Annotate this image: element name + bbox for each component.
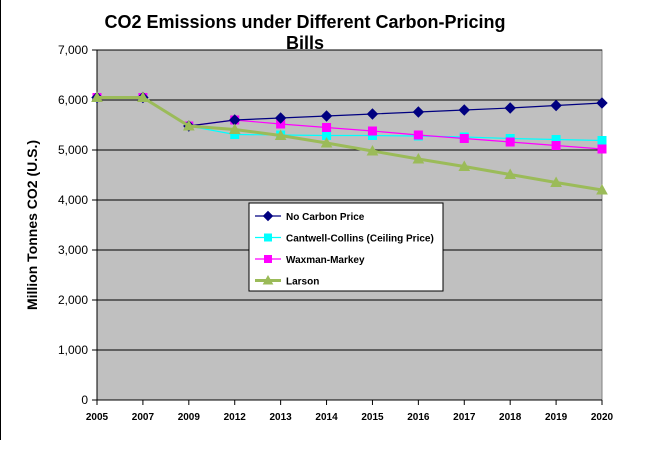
legend-swatch-marker bbox=[264, 255, 272, 263]
data-point bbox=[366, 108, 379, 120]
data-point bbox=[550, 99, 562, 112]
x-tick-label: 2015 bbox=[361, 412, 384, 423]
legend-swatch-marker bbox=[262, 210, 274, 222]
x-tick-label: 2017 bbox=[453, 412, 476, 423]
data-point bbox=[274, 129, 287, 140]
data-point bbox=[505, 137, 515, 147]
x-tick-label: 2009 bbox=[178, 412, 201, 423]
data-point bbox=[322, 123, 332, 132]
chart-frame-edge bbox=[0, 0, 1, 440]
data-point bbox=[458, 104, 470, 116]
chart-title-line-1: CO2 Emissions under Different Carbon-Pri… bbox=[104, 12, 506, 32]
x-tick-label: 2005 bbox=[86, 412, 109, 423]
legend-box bbox=[248, 202, 444, 292]
x-tick-label: 2018 bbox=[499, 412, 522, 423]
legend-swatch-marker bbox=[264, 233, 272, 242]
data-point bbox=[137, 91, 149, 102]
data-point bbox=[459, 134, 469, 143]
data-point bbox=[412, 152, 425, 164]
data-point bbox=[597, 144, 607, 154]
x-tick-label: 2007 bbox=[132, 412, 155, 423]
data-point bbox=[596, 183, 608, 195]
chart-title-line-2: Bills bbox=[285, 33, 324, 53]
legend: No Carbon Price Cantwell-Collins (Ceiling… bbox=[248, 202, 444, 292]
axes: 0 1,000 2,000 3,000 4,000 5,000 6,000 7,000 2005… bbox=[58, 43, 614, 423]
x-tick-label: 2019 bbox=[545, 412, 568, 423]
y-tick-label: 2,000 bbox=[58, 293, 88, 307]
data-point bbox=[367, 126, 377, 136]
data-point bbox=[412, 106, 425, 118]
data-point bbox=[413, 130, 423, 140]
y-tick-label: 4,000 bbox=[58, 193, 88, 207]
y-tick-label: 7,000 bbox=[58, 43, 88, 57]
data-point bbox=[320, 136, 333, 148]
data-point bbox=[596, 97, 608, 109]
series-layer bbox=[91, 91, 608, 195]
legend-label: Cantwell-Collins (Ceiling Price) bbox=[286, 234, 434, 245]
data-point bbox=[274, 112, 287, 124]
x-tick-label: 2016 bbox=[407, 412, 430, 423]
y-tick-label: 0 bbox=[81, 393, 88, 407]
data-point bbox=[91, 91, 103, 102]
data-point bbox=[504, 168, 517, 179]
y-axis-label: Million Tonnes CO2 (U.S.) bbox=[24, 140, 40, 310]
y-tick-label: 3,000 bbox=[58, 243, 88, 257]
x-tick-label: 2013 bbox=[270, 412, 293, 423]
data-point bbox=[320, 110, 333, 122]
series-3 bbox=[91, 91, 608, 195]
data-point bbox=[366, 144, 379, 156]
data-point bbox=[551, 141, 561, 150]
x-tick-label: 2014 bbox=[315, 412, 338, 423]
data-point bbox=[597, 136, 607, 145]
legend-label: No Carbon Price bbox=[286, 212, 365, 223]
legend-swatch-marker bbox=[262, 274, 274, 285]
gridlines bbox=[97, 49, 602, 351]
x-tick-label: 2020 bbox=[591, 412, 614, 423]
data-point bbox=[182, 119, 195, 131]
y-tick-label: 6,000 bbox=[58, 93, 88, 107]
data-point bbox=[504, 102, 516, 114]
x-tick-label: 2012 bbox=[224, 412, 247, 423]
legend-label: Waxman-Markey bbox=[286, 255, 365, 266]
series-line bbox=[97, 96, 603, 192]
legend-label: Larson bbox=[286, 277, 319, 288]
y-tick-label: 1,000 bbox=[58, 343, 88, 357]
data-point bbox=[458, 160, 471, 171]
y-tick-label: 5,000 bbox=[58, 143, 88, 157]
data-point bbox=[228, 123, 241, 134]
data-point bbox=[550, 176, 562, 187]
